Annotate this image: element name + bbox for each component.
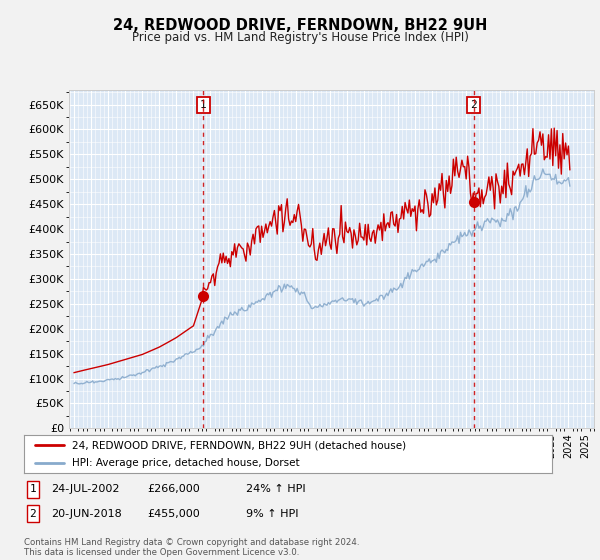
Text: 24% ↑ HPI: 24% ↑ HPI [246,484,305,494]
Text: 24, REDWOOD DRIVE, FERNDOWN, BH22 9UH (detached house): 24, REDWOOD DRIVE, FERNDOWN, BH22 9UH (d… [71,440,406,450]
Text: £266,000: £266,000 [147,484,200,494]
Text: 24, REDWOOD DRIVE, FERNDOWN, BH22 9UH: 24, REDWOOD DRIVE, FERNDOWN, BH22 9UH [113,18,487,34]
Text: 1: 1 [29,484,37,494]
Text: 20-JUN-2018: 20-JUN-2018 [51,508,122,519]
Text: 2: 2 [29,508,37,519]
Text: 1: 1 [200,100,207,110]
Text: 9% ↑ HPI: 9% ↑ HPI [246,508,299,519]
Text: HPI: Average price, detached house, Dorset: HPI: Average price, detached house, Dors… [71,458,299,468]
Text: Price paid vs. HM Land Registry's House Price Index (HPI): Price paid vs. HM Land Registry's House … [131,31,469,44]
Text: 2: 2 [470,100,478,110]
Text: £455,000: £455,000 [147,508,200,519]
Text: 24-JUL-2002: 24-JUL-2002 [51,484,119,494]
Text: Contains HM Land Registry data © Crown copyright and database right 2024.
This d: Contains HM Land Registry data © Crown c… [24,538,359,557]
